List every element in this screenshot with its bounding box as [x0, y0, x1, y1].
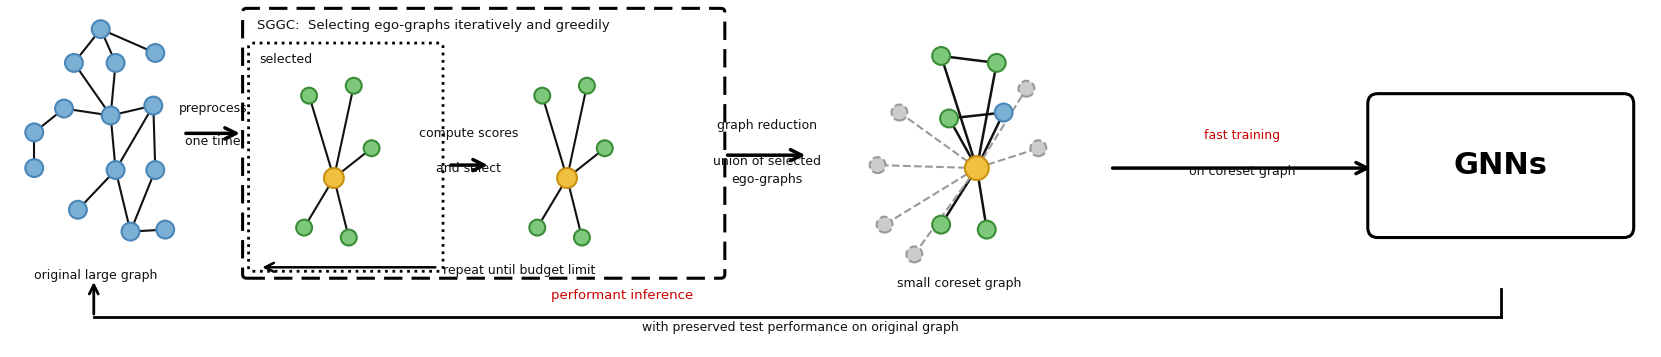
Text: union of selected: union of selected	[713, 155, 821, 168]
Circle shape	[575, 230, 590, 246]
Circle shape	[1030, 140, 1046, 156]
Text: on coreset graph: on coreset graph	[1189, 165, 1296, 178]
Circle shape	[145, 97, 163, 115]
Text: repeat until budget limit: repeat until budget limit	[443, 264, 595, 277]
Circle shape	[932, 216, 950, 233]
Circle shape	[301, 88, 317, 104]
Text: preprocess: preprocess	[178, 102, 247, 116]
Circle shape	[556, 168, 576, 188]
Circle shape	[932, 47, 950, 65]
Circle shape	[341, 230, 357, 246]
Circle shape	[535, 88, 550, 104]
Circle shape	[65, 54, 83, 72]
Circle shape	[596, 140, 613, 156]
Circle shape	[156, 221, 174, 238]
Circle shape	[907, 246, 922, 262]
Text: GNNs: GNNs	[1453, 151, 1548, 180]
Text: fast training: fast training	[1204, 129, 1281, 142]
Circle shape	[877, 217, 892, 232]
Circle shape	[940, 110, 958, 127]
Circle shape	[296, 220, 312, 236]
Text: selected: selected	[259, 53, 312, 66]
Text: compute scores: compute scores	[419, 127, 518, 140]
Circle shape	[364, 140, 379, 156]
Circle shape	[870, 157, 885, 173]
Circle shape	[91, 20, 110, 38]
Circle shape	[121, 223, 140, 241]
Text: one time: one time	[184, 135, 241, 149]
Circle shape	[106, 161, 125, 179]
Circle shape	[965, 156, 988, 180]
Text: original large graph: original large graph	[35, 269, 158, 282]
Circle shape	[892, 105, 907, 120]
Circle shape	[580, 78, 595, 94]
Circle shape	[1018, 81, 1035, 97]
Circle shape	[25, 124, 43, 141]
Text: graph reduction: graph reduction	[716, 119, 817, 132]
Text: ego-graphs: ego-graphs	[731, 173, 802, 186]
Circle shape	[530, 220, 545, 236]
Circle shape	[101, 106, 120, 125]
Circle shape	[995, 104, 1013, 121]
Circle shape	[25, 159, 43, 177]
Text: small coreset graph: small coreset graph	[897, 277, 1022, 290]
Circle shape	[978, 221, 995, 238]
Circle shape	[106, 54, 125, 72]
Text: and select: and select	[437, 162, 502, 175]
Circle shape	[70, 201, 86, 219]
Circle shape	[345, 78, 362, 94]
Text: with preserved test performance on original graph: with preserved test performance on origi…	[641, 321, 958, 334]
Text: performant inference: performant inference	[550, 289, 693, 302]
Circle shape	[146, 161, 164, 179]
Circle shape	[146, 44, 164, 62]
FancyBboxPatch shape	[1367, 94, 1634, 237]
Text: SGGC:  Selecting ego-graphs iteratively and greedily: SGGC: Selecting ego-graphs iteratively a…	[257, 19, 610, 32]
Circle shape	[55, 100, 73, 117]
Circle shape	[324, 168, 344, 188]
Circle shape	[988, 54, 1005, 72]
